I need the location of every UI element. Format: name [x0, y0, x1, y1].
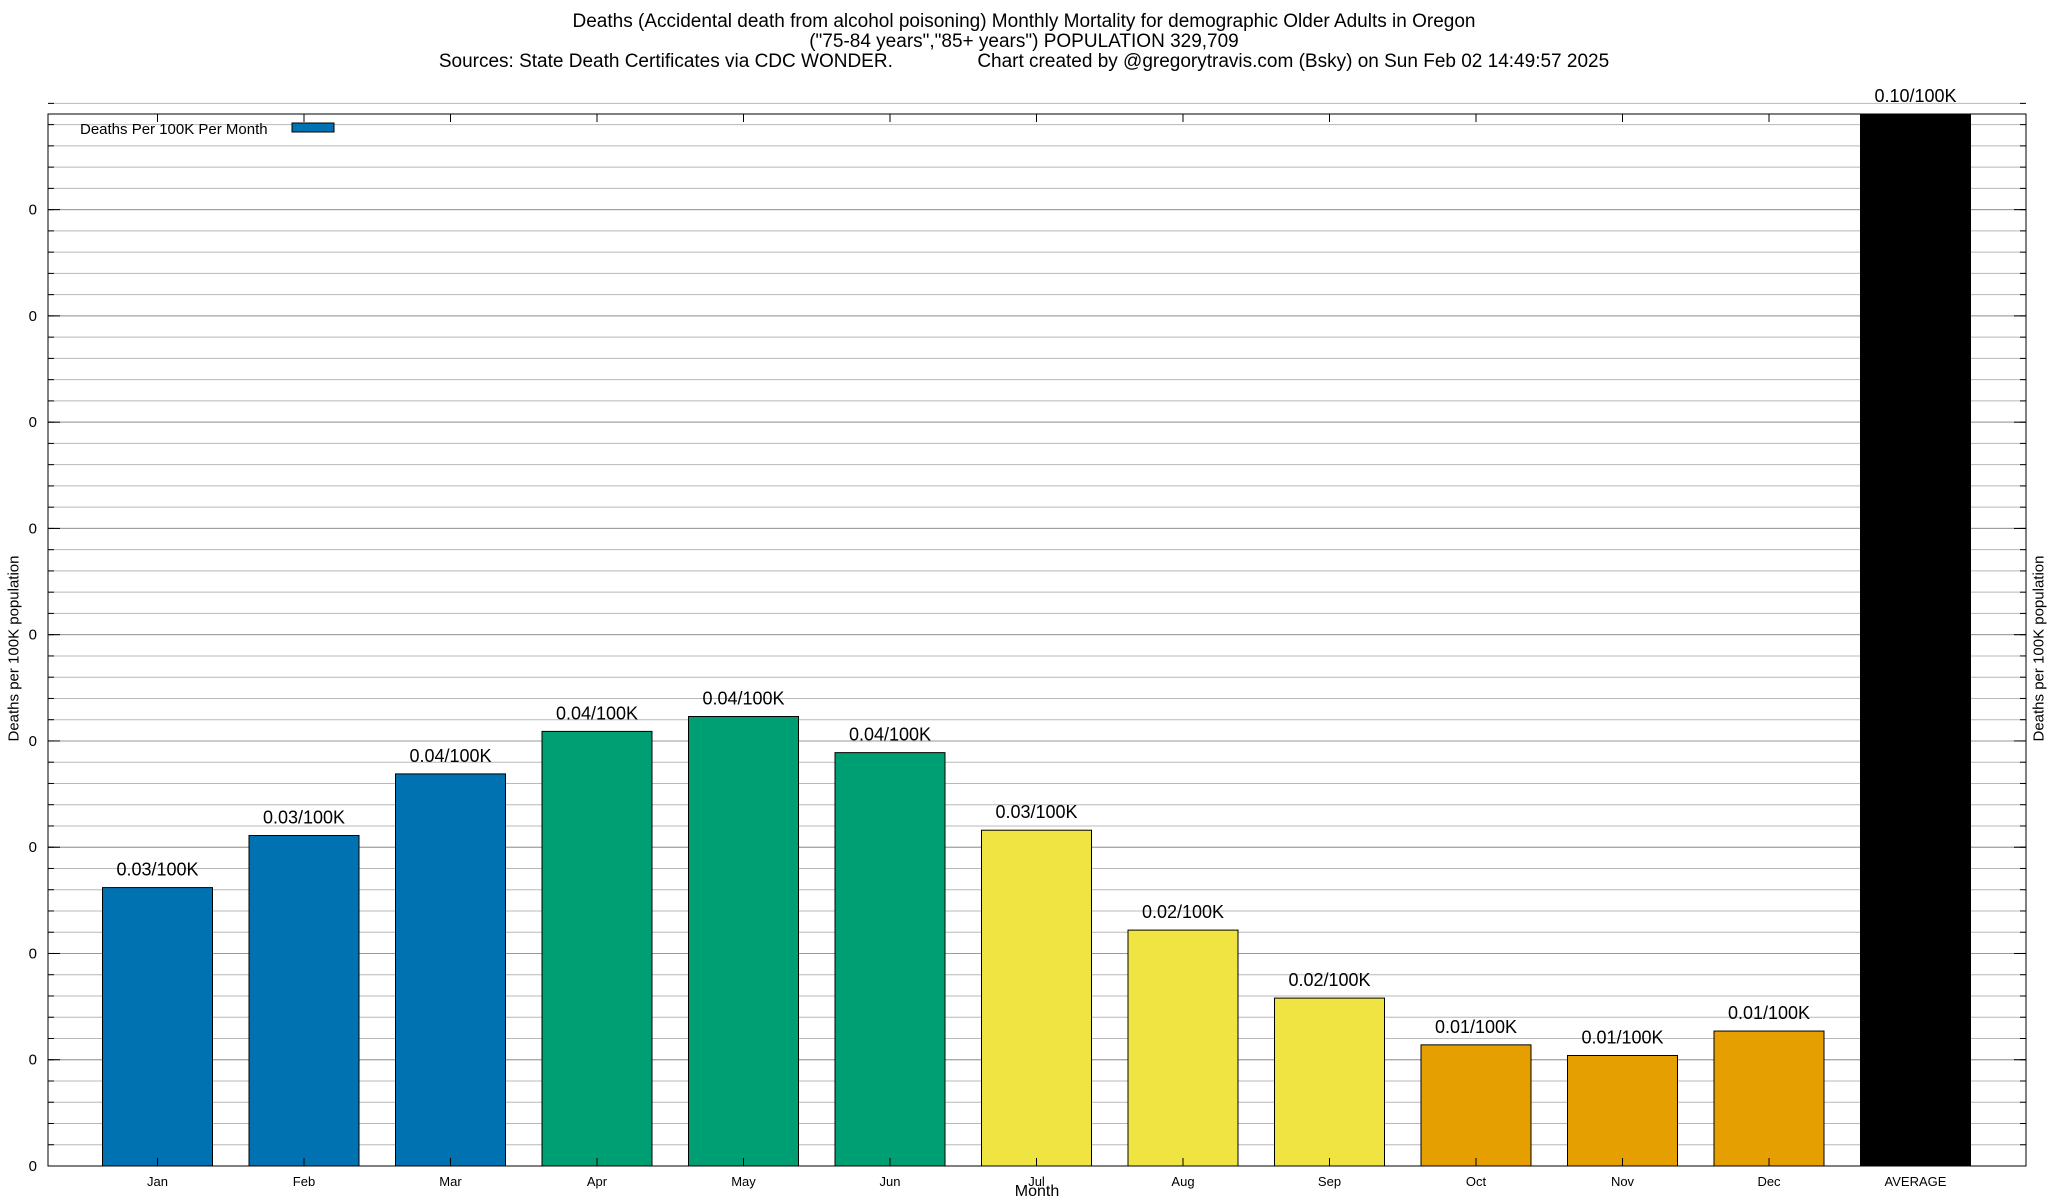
y-tick-label: 0	[29, 945, 37, 962]
bar-value-label: 0.01/100K	[1728, 1003, 1810, 1023]
y-tick-label: 0	[29, 414, 37, 431]
bar-value-label: 0.03/100K	[116, 860, 198, 880]
bar-value-label: 0.04/100K	[849, 725, 931, 745]
bar-nov	[1567, 1054, 1678, 1167]
bar-value-label: 0.04/100K	[409, 746, 491, 766]
bar-apr	[541, 730, 653, 1167]
y-tick-label: 0	[29, 733, 37, 750]
bar-jan	[102, 887, 213, 1167]
plot-border	[47, 113, 2027, 1167]
legend-label: Deaths Per 100K Per Month	[80, 121, 268, 138]
legend-swatch	[291, 122, 335, 133]
x-tick-label: Feb	[293, 1174, 315, 1189]
bar-value-label: 0.02/100K	[1142, 902, 1224, 922]
x-tick-label: AVERAGE	[1885, 1174, 1947, 1189]
x-tick-label: Jan	[147, 1174, 168, 1189]
x-tick-label: May	[731, 1174, 756, 1189]
chart-title: Deaths (Accidental death from alcohol po…	[0, 12, 2048, 72]
x-tick-label: Sep	[1318, 1174, 1341, 1189]
y-tick-label: 0	[29, 839, 37, 856]
x-axis-label: Month	[1015, 1183, 1059, 1200]
x-tick-label: Jun	[880, 1174, 901, 1189]
x-tick-label: Nov	[1611, 1174, 1635, 1189]
bar-mar	[395, 773, 506, 1167]
title-line-3: Sources: State Death Certificates via CD…	[438, 51, 1610, 72]
x-tick-label: Oct	[1466, 1174, 1487, 1189]
bar-value-label: 0.04/100K	[556, 703, 638, 723]
bar-aug	[1127, 929, 1239, 1167]
bar-sep	[1274, 997, 1385, 1167]
y-tick-label: 0	[29, 1052, 37, 1069]
axes: 0 0 0 0 0 0 0 0 0 0 Jan Feb Mar Apr May Jun Jul Aug Sep Oct…	[29, 102, 2027, 1200]
title-line-1: Deaths (Accidental death from alcohol po…	[572, 11, 1476, 32]
y-tick-label: 0	[29, 520, 37, 537]
bar-may	[688, 716, 799, 1167]
bar-value-label: 0.03/100K	[995, 802, 1077, 822]
bars: 0.03/100K 0.03/100K 0.04/100K 0.04/100K 0.04…	[102, 86, 1971, 1167]
bar-value-label: 0.10/100K	[1874, 86, 1956, 106]
legend: Deaths Per 100K Per Month	[80, 121, 335, 138]
x-tick-label: Jul	[1028, 1174, 1045, 1189]
bar-value-label: 0.01/100K	[1581, 1027, 1663, 1047]
bar-average	[1860, 113, 1971, 1167]
bar-jun	[834, 752, 946, 1167]
y-tick-label: 0	[29, 202, 37, 219]
bar-oct	[1420, 1044, 1532, 1167]
x-tick-label: Apr	[587, 1174, 608, 1189]
bar-value-label: 0.03/100K	[263, 808, 345, 828]
bar-value-label: 0.02/100K	[1288, 970, 1370, 990]
bar-value-label: 0.04/100K	[702, 689, 784, 709]
y-tick-label: 0	[29, 627, 37, 644]
x-tick-label: Mar	[439, 1174, 462, 1189]
bar-dec	[1713, 1030, 1825, 1167]
bar-value-label: 0.01/100K	[1435, 1017, 1517, 1037]
x-tick-label: Dec	[1757, 1174, 1781, 1189]
bar-feb	[248, 835, 360, 1167]
y-tick-label: 0	[29, 1158, 37, 1175]
x-tick-label: Aug	[1171, 1174, 1194, 1189]
bar-jul	[981, 829, 1092, 1167]
y-tick-label: 0	[29, 308, 37, 325]
title-line-2: ("75-84 years","85+ years") POPULATION 3…	[809, 31, 1239, 52]
